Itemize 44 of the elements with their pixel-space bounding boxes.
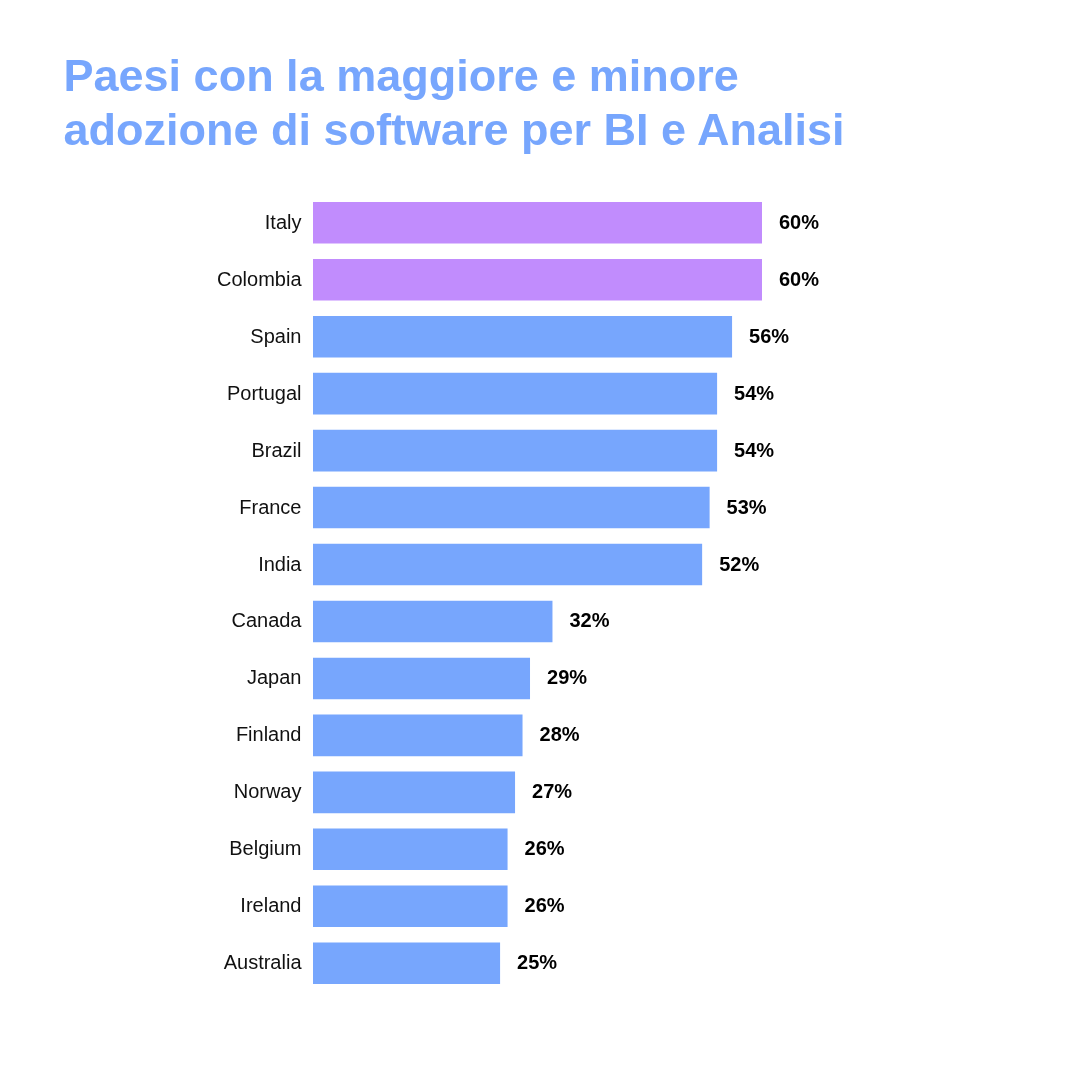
bar [313, 258, 762, 301]
y-tick-label: Spain [250, 324, 302, 347]
y-tick-label: Italy [264, 210, 302, 233]
bar [313, 543, 703, 586]
text: Paesi con la maggiore e minore [63, 50, 739, 101]
y-tick-label: Colombia [217, 267, 303, 290]
y-tick-label: Norway [233, 780, 302, 803]
data-label: 25% [517, 951, 558, 974]
bar [313, 771, 516, 814]
data-label: 29% [547, 666, 588, 689]
bar [313, 885, 508, 928]
data-label: 32% [569, 609, 610, 632]
y-tick-label: Brazil [251, 438, 302, 461]
y-tick-label: Australia [223, 951, 303, 974]
data-label: 26% [524, 894, 565, 917]
y-tick-label: Portugal [227, 381, 302, 404]
bar [313, 201, 762, 244]
bar [313, 828, 508, 871]
data-label: 54% [734, 381, 775, 404]
data-label: 26% [524, 837, 565, 860]
y-tick-label: India [258, 552, 303, 575]
bar [313, 372, 718, 415]
data-label: 60% [779, 210, 820, 233]
data-label: 27% [532, 780, 573, 803]
y-tick-label: Canada [231, 609, 303, 632]
y-tick-label: Finland [235, 723, 302, 746]
bar [313, 429, 718, 472]
bar [313, 486, 710, 529]
y-tick-label: France [239, 495, 302, 518]
bar [313, 657, 531, 700]
data-label: 53% [726, 495, 767, 518]
data-label: 60% [779, 267, 820, 290]
bar [313, 315, 733, 358]
y-tick-label: Ireland [240, 894, 302, 917]
data-label: 52% [719, 552, 760, 575]
data-label: 28% [539, 723, 580, 746]
bar [313, 600, 553, 643]
bar [313, 942, 501, 985]
bar [313, 714, 523, 757]
y-tick-label: Japan [247, 666, 302, 689]
y-tick-label: Belgium [229, 837, 302, 860]
text: adozione di software per BI e Analisi [63, 104, 845, 155]
data-label: 54% [734, 438, 775, 461]
data-label: 56% [749, 324, 790, 347]
